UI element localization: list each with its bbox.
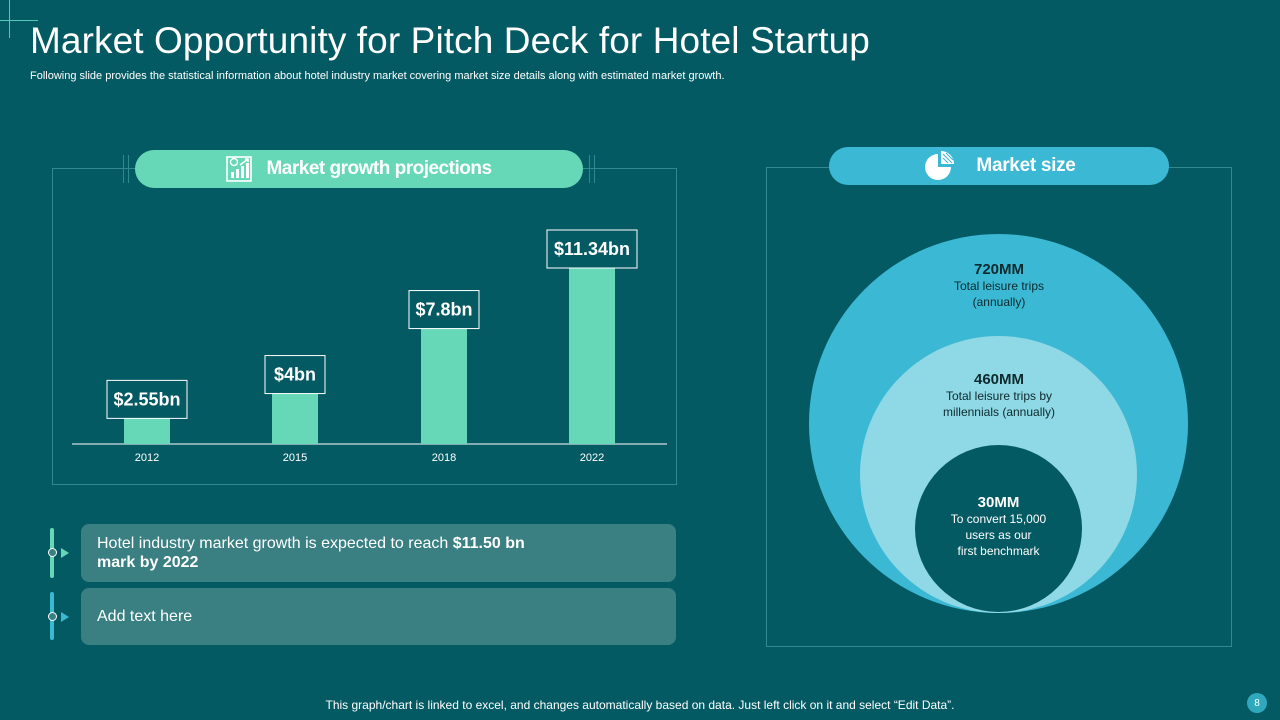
total-trips-value: 720MM: [973, 261, 1025, 278]
footer-note: This graph/chart is linked to excel, and…: [325, 698, 955, 712]
benchmark-value: 30MM: [977, 494, 1020, 511]
market-size-header: Market size: [829, 147, 1169, 185]
data-label-2022: $11.34bn: [554, 239, 630, 259]
benchmark-desc-3: first benchmark: [957, 544, 1040, 558]
data-label-box-2018: [408, 290, 480, 330]
data-label-2018: $7.8bn: [415, 300, 472, 320]
circle-benchmark: [915, 445, 1082, 612]
benchmark-desc-1: To convert 15,000: [950, 512, 1047, 526]
data-label-box-2015: [264, 355, 326, 395]
note-growth: Hotel industry market growth is expected…: [81, 524, 676, 582]
note-growth-highlight: $11.50 bn mark by 2022: [97, 535, 525, 571]
bar-2022: [569, 250, 615, 444]
market-size-header-label: Market size: [976, 155, 1076, 176]
x-tick-label-2012: 2012: [135, 452, 159, 464]
note-placeholder-text: Add text here: [97, 607, 193, 625]
label-millennial-trips: 460MM Total leisure trips by millennials…: [909, 371, 1089, 420]
millennial-trips-desc-2: millennials (annually): [942, 405, 1056, 419]
x-tick-label-2015: 2015: [283, 452, 307, 464]
note-growth-text: Hotel industry market growth is expected…: [97, 535, 453, 552]
bar-2018: [421, 310, 467, 444]
x-tick-label-2022: 2022: [580, 452, 604, 464]
panel-tick: [123, 155, 124, 183]
growth-header: Market growth projections: [135, 150, 583, 188]
total-trips-desc-2: (annually): [972, 295, 1026, 309]
data-label-2015: $4bn: [274, 365, 316, 385]
corner-accent-horizontal: [0, 20, 38, 21]
benchmark-desc-2: users as our: [965, 528, 1032, 542]
slide-title: Market Opportunity for Pitch Deck for Ho…: [30, 20, 870, 61]
panel-tick: [128, 155, 129, 183]
slide-subtitle: Following slide provides the statistical…: [30, 70, 725, 82]
millennial-trips-value: 460MM: [973, 371, 1025, 388]
data-label-box-2022: [546, 229, 638, 269]
data-label-2012: $2.55bn: [113, 389, 180, 409]
note-placeholder[interactable]: Add text here: [81, 588, 676, 645]
millennial-trips-desc-1: Total leisure trips by: [945, 389, 1053, 403]
growth-bar-chart: $2.55bn 2012 $4bn 2015 $7.8bn 2018 $11.34bn 202…: [72, 229, 667, 464]
panel-tick: [594, 155, 595, 183]
note-marker-blue: [48, 592, 78, 640]
growth-chart-icon: [226, 156, 253, 182]
pie-chart-icon: [925, 151, 955, 180]
total-trips-desc-1: Total leisure trips: [953, 279, 1045, 293]
label-benchmark: 30MM To convert 15,000 users as our firs…: [928, 494, 1069, 559]
x-tick-label-2018: 2018: [432, 452, 456, 464]
panel-tick: [589, 155, 590, 183]
growth-header-label: Market growth projections: [266, 158, 492, 179]
page-number: 8: [1247, 693, 1267, 713]
corner-accent-vertical: [9, 0, 10, 38]
label-total-trips: 720MM Total leisure trips (annually): [899, 261, 1099, 310]
note-marker-green: [48, 528, 78, 578]
data-label-box-2012: [106, 379, 188, 419]
